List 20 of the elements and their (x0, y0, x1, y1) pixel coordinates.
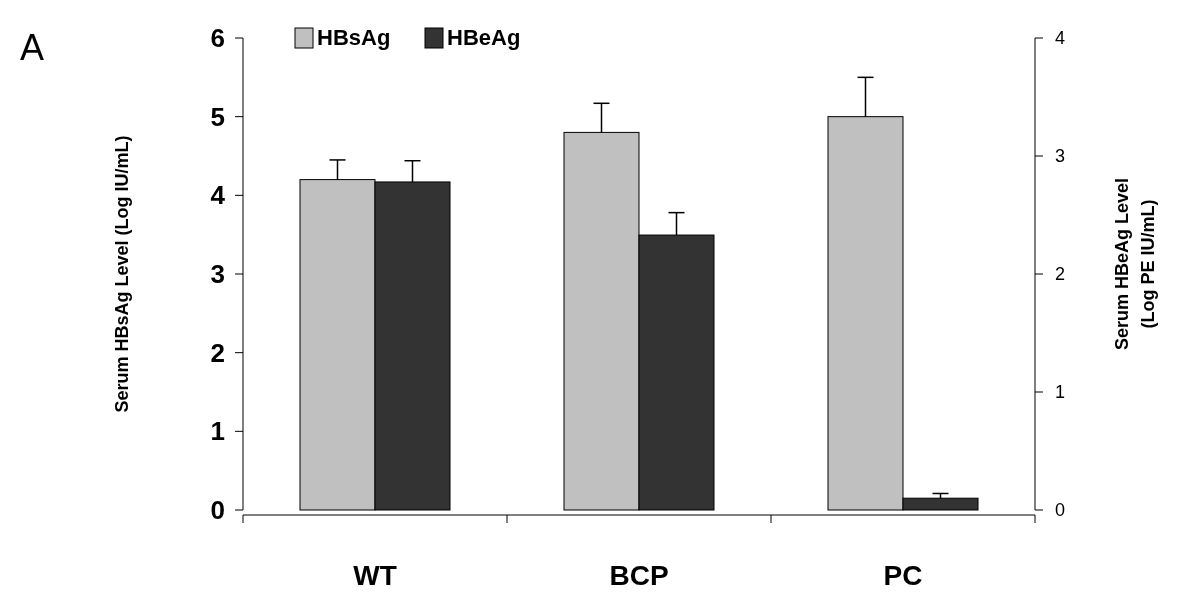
y2-tick-label: 0 (1055, 500, 1066, 521)
y-axis-title: Serum HBsAg Level (Log IU/mL) (112, 135, 132, 413)
y2-axis-title: Serum HBeAg Level (Log PE IU/mL) (1112, 177, 1158, 351)
text: A (20, 27, 45, 68)
y-tick-label: 1 (210, 416, 225, 447)
y-tick-label: 5 (210, 101, 225, 132)
y-tick-label: 3 (210, 259, 225, 290)
x-tick-label: PC (883, 560, 923, 591)
x-tick-label: BCP (609, 560, 669, 591)
y2-tick-label: 1 (1055, 382, 1066, 403)
x-tick-label: WT (353, 560, 397, 591)
y2-tick-label: 2 (1055, 264, 1066, 285)
y2-tick-label: 3 (1055, 146, 1066, 167)
y2-tick-label: 4 (1055, 28, 1066, 49)
y-tick-label: 0 (210, 495, 225, 526)
legend-label: HBsAg (317, 25, 391, 50)
y-tick-label: 4 (210, 180, 226, 211)
legend-label: HBeAg (447, 25, 521, 50)
y-tick-label: 2 (210, 337, 225, 368)
y-tick-label: 6 (210, 23, 225, 54)
